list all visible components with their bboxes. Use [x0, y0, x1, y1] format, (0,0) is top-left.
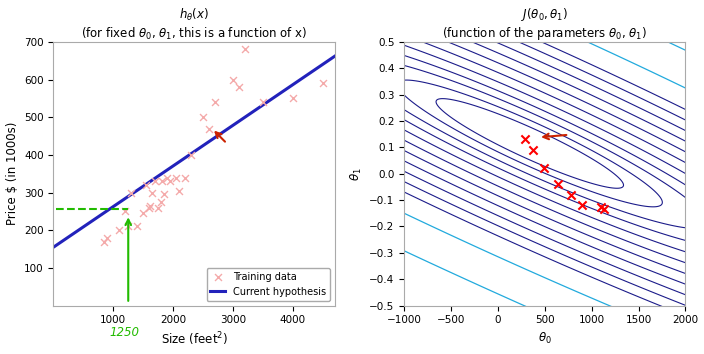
Training data — [141, 182, 152, 188]
Y-axis label: $\theta_1$: $\theta_1$ — [348, 167, 364, 181]
Y-axis label: Price $ (in 1000s): Price $ (in 1000s) — [6, 122, 18, 225]
Training data — [161, 175, 172, 180]
Training data — [209, 99, 220, 105]
Training data — [233, 84, 244, 90]
Training data — [227, 77, 239, 82]
Training data — [203, 126, 215, 131]
Training data — [239, 47, 251, 52]
Training data — [149, 178, 161, 184]
Training data — [170, 175, 182, 180]
Training data — [145, 203, 156, 209]
Point — [598, 206, 610, 212]
Training data — [153, 205, 164, 211]
Training data — [173, 188, 184, 194]
Point — [565, 192, 577, 198]
Point — [577, 202, 588, 208]
Point — [539, 166, 550, 171]
Training data — [157, 178, 168, 184]
Point — [527, 147, 539, 153]
X-axis label: $\theta_0$: $\theta_0$ — [538, 331, 552, 346]
Point — [520, 137, 531, 142]
Title: $J(\theta_0, \theta_1)$
(function of the parameters $\theta_0$, $\theta_1$): $J(\theta_0, \theta_1)$ (function of the… — [442, 6, 647, 42]
Training data — [185, 152, 196, 158]
Training data — [132, 224, 143, 229]
Point — [596, 204, 607, 210]
Training data — [156, 199, 167, 205]
Training data — [180, 175, 191, 180]
Legend: Training data, Current hypothesis: Training data, Current hypothesis — [206, 268, 329, 301]
Point — [552, 182, 563, 187]
Text: 1250: 1250 — [109, 326, 139, 339]
X-axis label: Size (feet$^2$): Size (feet$^2$) — [161, 331, 227, 348]
Training data — [165, 178, 176, 184]
Training data — [137, 211, 149, 216]
Training data — [317, 81, 328, 86]
Training data — [125, 190, 137, 195]
Training data — [113, 227, 125, 233]
Training data — [287, 96, 298, 101]
Training data — [101, 235, 113, 241]
Training data — [122, 224, 134, 229]
Training data — [146, 190, 158, 195]
Training data — [257, 99, 268, 105]
Training data — [99, 239, 110, 244]
Training data — [120, 209, 131, 214]
Title: $h_\theta(x)$
(for fixed $\theta_0$, $\theta_1$, this is a function of x): $h_\theta(x)$ (for fixed $\theta_0$, $\t… — [81, 7, 307, 42]
Training data — [197, 114, 208, 120]
Training data — [158, 192, 170, 197]
Training data — [144, 205, 155, 211]
